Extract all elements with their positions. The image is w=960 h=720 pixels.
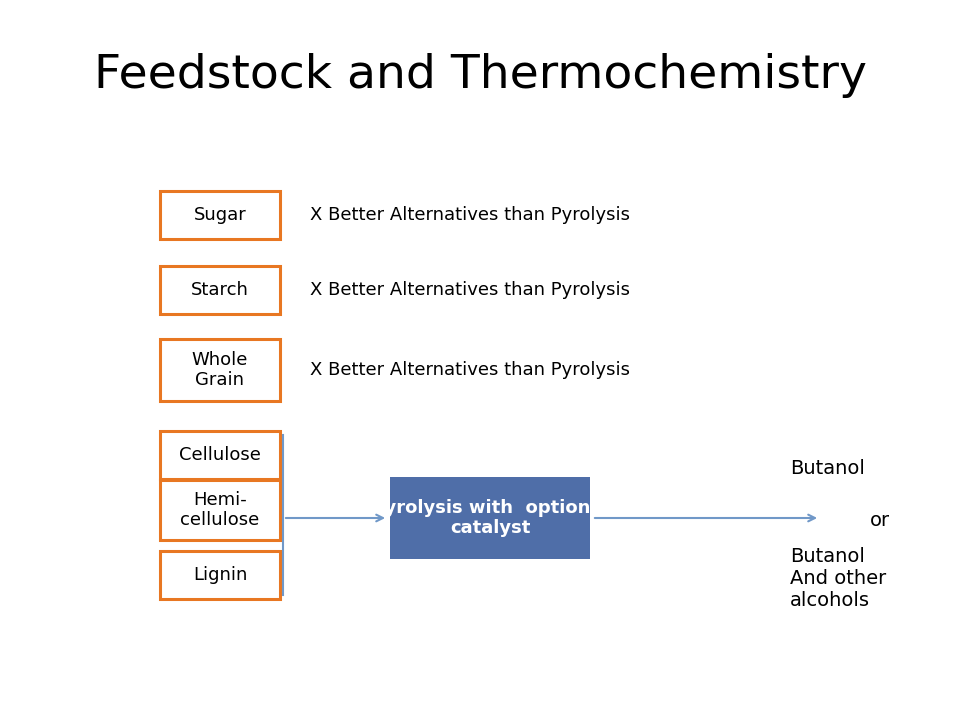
Text: Lignin: Lignin (193, 566, 247, 584)
FancyBboxPatch shape (160, 431, 280, 479)
Text: Pyrolysis with  optional
catalyst: Pyrolysis with optional catalyst (372, 498, 609, 537)
FancyBboxPatch shape (160, 339, 280, 401)
Text: X Better Alternatives than Pyrolysis: X Better Alternatives than Pyrolysis (310, 361, 630, 379)
Text: X Better Alternatives than Pyrolysis: X Better Alternatives than Pyrolysis (310, 206, 630, 224)
Text: X Better Alternatives than Pyrolysis: X Better Alternatives than Pyrolysis (310, 281, 630, 299)
FancyBboxPatch shape (160, 191, 280, 239)
Text: Feedstock and Thermochemistry: Feedstock and Thermochemistry (93, 53, 867, 97)
Text: Starch: Starch (191, 281, 249, 299)
Text: Butanol
And other
alcohols: Butanol And other alcohols (790, 546, 886, 610)
Text: Cellulose: Cellulose (180, 446, 261, 464)
Text: Sugar: Sugar (194, 206, 247, 224)
FancyBboxPatch shape (160, 266, 280, 314)
Text: Butanol: Butanol (790, 459, 865, 477)
Text: Whole
Grain: Whole Grain (192, 351, 249, 390)
Text: or: or (870, 510, 890, 529)
FancyBboxPatch shape (390, 477, 590, 559)
Text: Hemi-
cellulose: Hemi- cellulose (180, 490, 259, 529)
FancyBboxPatch shape (160, 480, 280, 540)
FancyBboxPatch shape (160, 551, 280, 599)
